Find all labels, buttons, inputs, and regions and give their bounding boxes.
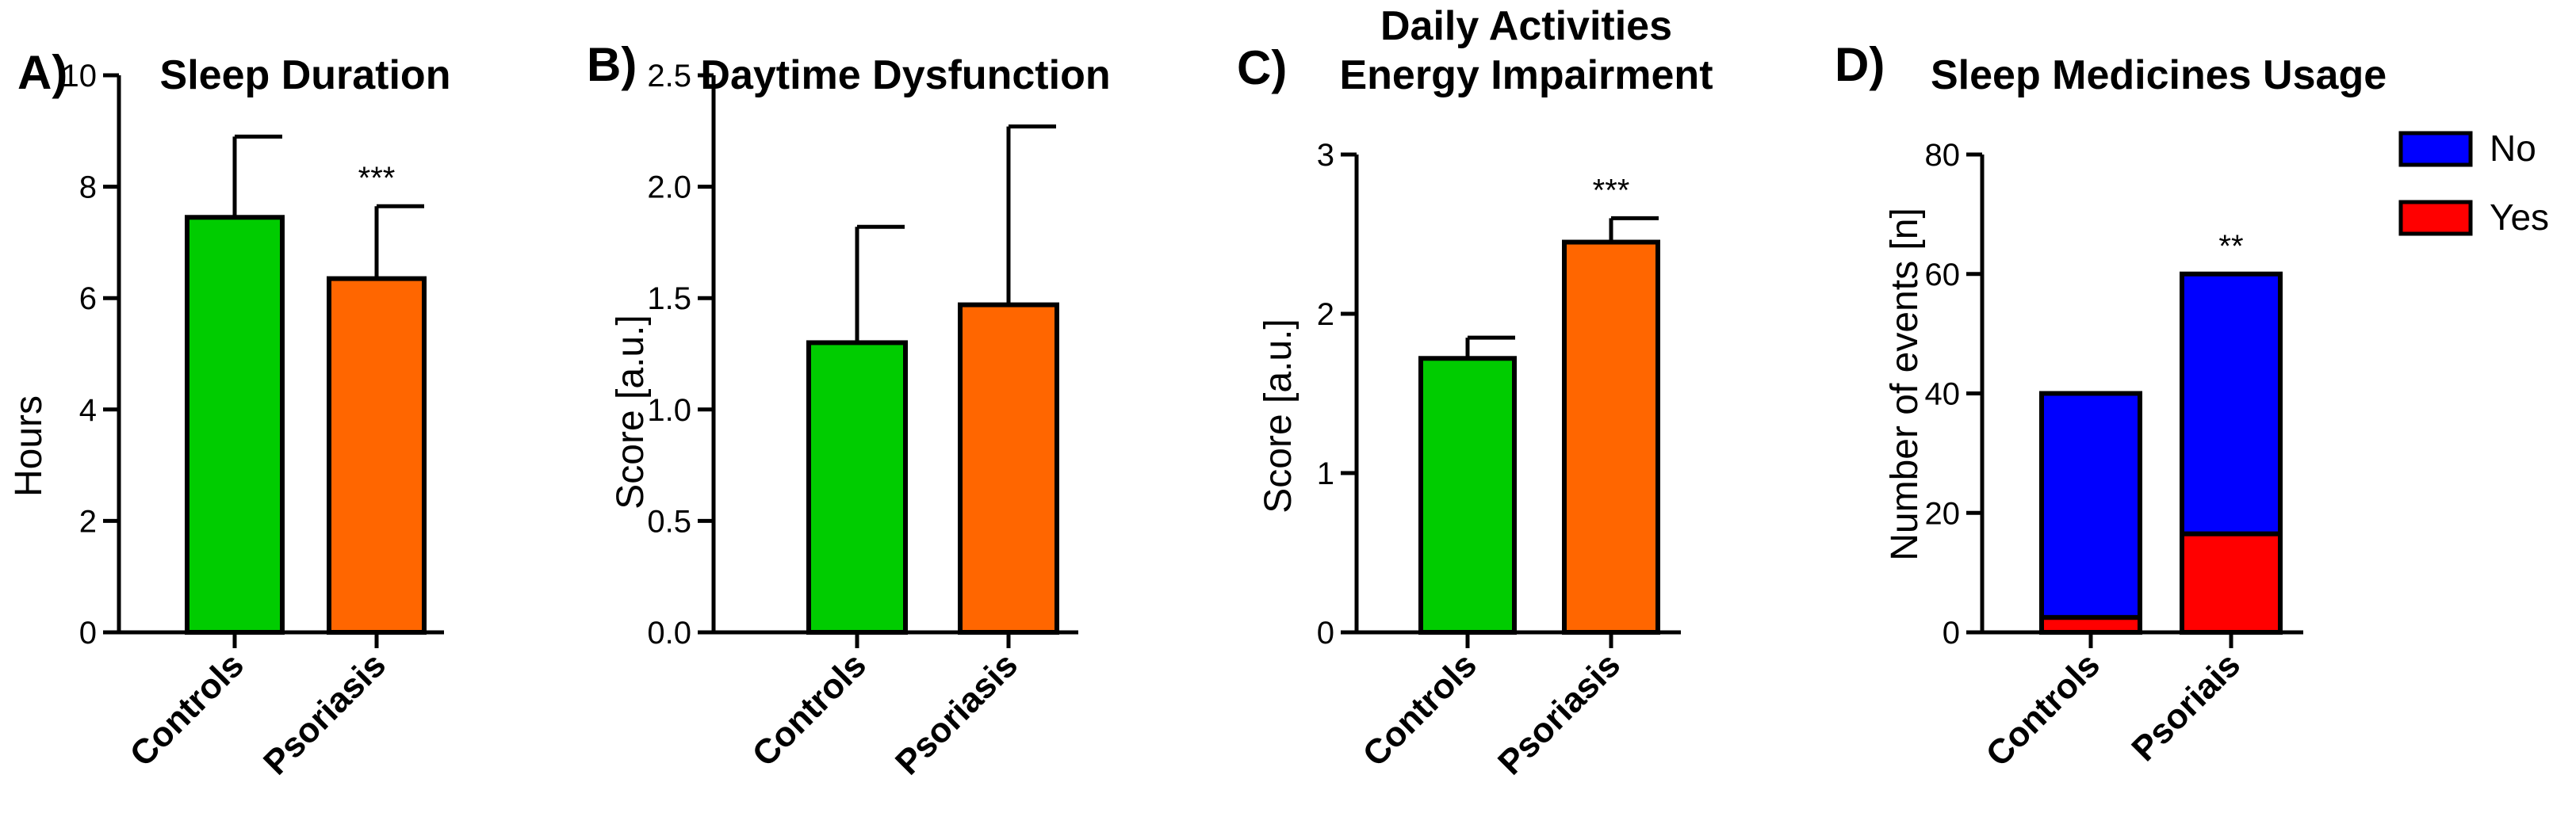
panel-c-category-label: Controls <box>1356 645 1485 774</box>
panel-c-plot: 0 1 2 3 Controls Psoriasis *** <box>1317 138 1681 782</box>
panel-d-category-label: Controls <box>1979 645 2108 774</box>
panel-b-y-tick-label: 2.5 <box>647 59 691 94</box>
panel-b-y-tick-label: 0.5 <box>647 504 691 539</box>
bar-no-controls <box>2039 391 2142 620</box>
panel-a-y-tick-label: 6 <box>79 281 97 316</box>
panel-b-category-label: Controls <box>745 645 875 774</box>
panel-a-y-tick-label: 4 <box>79 393 97 428</box>
panel-d-y-tick-label: 60 <box>1925 258 1961 292</box>
panel-c-subtitle: Energy Impairment <box>1339 52 1713 98</box>
panel-b-letter: B) <box>587 38 637 91</box>
panel-b-y-tick-label: 0.0 <box>647 616 691 651</box>
panel-d-y-tick-label: 0 <box>1943 616 1960 651</box>
legend-swatch-yes <box>2398 200 2473 236</box>
panel-c-y-tick-label: 3 <box>1317 138 1334 173</box>
panel-d-y-tick-label: 80 <box>1925 138 1961 173</box>
panel-d-significance: ** <box>2218 229 2243 264</box>
panel-b-plot: 0.0 0.5 1.0 1.5 2.0 2.5 Controls Psoriasis <box>647 59 1078 782</box>
panel-c-significance: *** <box>1593 173 1630 208</box>
panel-b-y-tick-label: 1.5 <box>647 281 691 316</box>
panel-a-y-tick-label: 0 <box>79 616 97 651</box>
panel-b-y-tick-label: 1.0 <box>647 393 691 428</box>
bar-controls <box>185 215 285 635</box>
bar-no-psoriais <box>2180 271 2283 536</box>
panel-d-category-label: Psoriais <box>2124 645 2248 769</box>
bar-psoriasis <box>327 276 427 635</box>
panel-a-title: Sleep Duration <box>160 52 451 98</box>
bar-controls <box>1418 356 1517 635</box>
bar-psoriasis <box>1562 239 1660 635</box>
panel-a-plot: 0 2 4 6 8 10 Controls Psoriasis *** <box>62 59 444 782</box>
panel-c-y-tick-label: 1 <box>1317 456 1334 491</box>
panel-b-category-label: Psoriasis <box>888 645 1025 782</box>
bar-psoriasis <box>958 302 1059 635</box>
panel-a-significance: *** <box>358 161 396 196</box>
panel-c-category-label: Psoriasis <box>1491 645 1628 782</box>
panel-a-y-tick-label: 10 <box>62 59 98 94</box>
panel-a-y-tick-label: 2 <box>79 504 97 539</box>
panel-d-title: Sleep Medicines Usage <box>1931 52 2387 98</box>
panel-a-y-tick-label: 8 <box>79 170 97 205</box>
panel-b-ylabel: Score [a.u.] <box>610 315 652 509</box>
panel-d-plot: 0 20 40 60 80 Controls Psoriais ** <box>1925 138 2303 774</box>
panel-c: C) Daily Activities Energy Impairment Sc… <box>1237 3 1713 782</box>
legend-swatch-no <box>2398 131 2473 167</box>
panel-a-category-label: Psoriasis <box>256 645 393 782</box>
panel-a-category-label: Controls <box>123 645 252 774</box>
panel-a-ylabel: Hours <box>8 395 50 497</box>
panel-b: B) Daytime Dysfunction Score [a.u.] 0.00… <box>587 38 1111 782</box>
panel-a: A) Sleep Duration Hours 0 2 4 6 8 10 Controls P… <box>8 46 450 782</box>
bar-yes-psoriais <box>2180 531 2283 635</box>
panel-d: D) Sleep Medicines Usage Number of event… <box>1835 38 2549 774</box>
legend-label-no: No <box>2490 128 2536 169</box>
panel-c-title: Daily Activities <box>1380 3 1672 49</box>
legend-label-yes: Yes <box>2490 197 2549 238</box>
panel-d-ylabel: Number of events [n] <box>1884 208 1926 561</box>
panel-c-ylabel: Score [a.u.] <box>1257 319 1299 513</box>
panel-c-y-tick-label: 2 <box>1317 297 1334 332</box>
panel-d-legend: No Yes <box>2398 128 2549 238</box>
panel-a-letter: A) <box>17 46 67 99</box>
panel-b-title: Daytime Dysfunction <box>700 52 1110 98</box>
panel-d-y-tick-label: 20 <box>1925 496 1961 531</box>
bar-controls <box>806 340 908 635</box>
panel-d-letter: D) <box>1835 38 1885 91</box>
panel-c-y-tick-label: 0 <box>1317 616 1334 651</box>
panel-d-y-tick-label: 40 <box>1925 377 1961 412</box>
panel-b-y-tick-label: 2.0 <box>647 170 691 205</box>
panel-c-letter: C) <box>1237 41 1287 94</box>
